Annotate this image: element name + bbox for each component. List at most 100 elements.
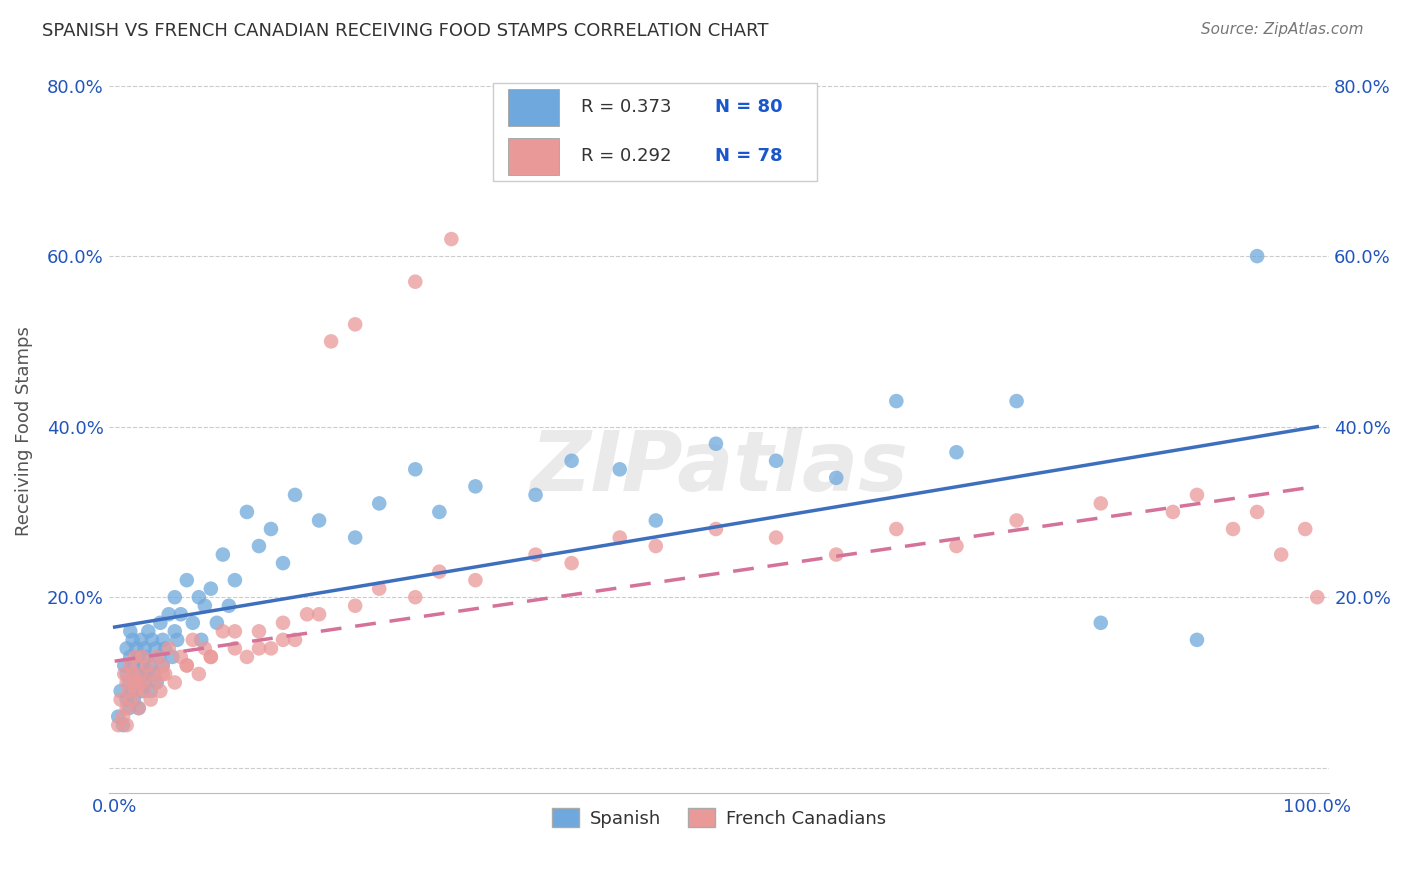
Point bbox=[190, 632, 212, 647]
Point bbox=[134, 641, 156, 656]
Point bbox=[145, 641, 167, 656]
Point bbox=[128, 701, 150, 715]
Point bbox=[1222, 522, 1244, 536]
Y-axis label: Receiving Food Stamps: Receiving Food Stamps bbox=[15, 326, 32, 536]
Point bbox=[176, 658, 198, 673]
Point bbox=[134, 684, 156, 698]
Point bbox=[124, 667, 146, 681]
Point bbox=[128, 701, 150, 715]
Point bbox=[181, 632, 204, 647]
Point bbox=[152, 632, 174, 647]
Text: ZIPatlas: ZIPatlas bbox=[530, 426, 908, 508]
Point bbox=[224, 624, 246, 639]
Point bbox=[121, 684, 143, 698]
Point bbox=[1090, 615, 1112, 630]
Point bbox=[427, 505, 450, 519]
Point bbox=[644, 513, 666, 527]
Point bbox=[825, 471, 848, 485]
Point bbox=[112, 658, 135, 673]
Point bbox=[143, 667, 166, 681]
Point bbox=[121, 667, 143, 681]
Point bbox=[825, 548, 848, 562]
Point bbox=[115, 718, 138, 732]
Point bbox=[212, 548, 235, 562]
Point bbox=[112, 667, 135, 681]
Point bbox=[765, 531, 787, 545]
Point bbox=[236, 505, 259, 519]
Point bbox=[118, 701, 141, 715]
Point bbox=[1306, 591, 1329, 605]
Bar bbox=[508, 88, 560, 127]
Point bbox=[141, 667, 163, 681]
Text: Source: ZipAtlas.com: Source: ZipAtlas.com bbox=[1201, 22, 1364, 37]
Point bbox=[295, 607, 318, 622]
Point bbox=[284, 632, 307, 647]
Point bbox=[886, 394, 908, 409]
Point bbox=[1185, 488, 1208, 502]
Point bbox=[152, 667, 174, 681]
Point bbox=[139, 692, 162, 706]
Point bbox=[344, 531, 367, 545]
Point bbox=[145, 649, 167, 664]
Point bbox=[247, 539, 270, 553]
Point bbox=[115, 701, 138, 715]
Point bbox=[163, 624, 186, 639]
Point bbox=[170, 649, 193, 664]
Point bbox=[163, 675, 186, 690]
Point bbox=[176, 573, 198, 587]
Point bbox=[129, 675, 152, 690]
Point bbox=[200, 582, 222, 596]
Point bbox=[121, 658, 143, 673]
Point bbox=[236, 649, 259, 664]
Point bbox=[561, 454, 583, 468]
Point bbox=[404, 591, 426, 605]
Point bbox=[218, 599, 240, 613]
Point bbox=[319, 334, 342, 349]
Point bbox=[464, 573, 486, 587]
Point bbox=[945, 539, 967, 553]
Point bbox=[143, 675, 166, 690]
Point bbox=[308, 513, 330, 527]
Point bbox=[136, 658, 159, 673]
Point bbox=[187, 591, 209, 605]
Point bbox=[224, 641, 246, 656]
Bar bbox=[508, 137, 560, 175]
Point bbox=[128, 667, 150, 681]
Point bbox=[1270, 548, 1292, 562]
Point bbox=[149, 615, 172, 630]
Point bbox=[128, 649, 150, 664]
Point bbox=[1246, 249, 1268, 263]
Point bbox=[131, 649, 153, 664]
Point bbox=[107, 709, 129, 723]
Point bbox=[118, 684, 141, 698]
Point bbox=[110, 684, 132, 698]
Point bbox=[136, 667, 159, 681]
Point bbox=[187, 667, 209, 681]
Point bbox=[157, 641, 180, 656]
Point bbox=[124, 649, 146, 664]
Point bbox=[115, 692, 138, 706]
Point bbox=[122, 692, 145, 706]
Point bbox=[115, 641, 138, 656]
Point bbox=[120, 658, 142, 673]
Point bbox=[153, 667, 176, 681]
Point bbox=[344, 599, 367, 613]
Point bbox=[132, 658, 155, 673]
Point bbox=[121, 632, 143, 647]
Point bbox=[162, 649, 184, 664]
Point bbox=[404, 275, 426, 289]
Point bbox=[134, 675, 156, 690]
Point bbox=[368, 496, 391, 510]
Point bbox=[1161, 505, 1184, 519]
Point bbox=[115, 667, 138, 681]
Point bbox=[561, 556, 583, 570]
Point bbox=[112, 709, 135, 723]
Point bbox=[344, 318, 367, 332]
Point bbox=[148, 649, 170, 664]
Point bbox=[247, 641, 270, 656]
Point bbox=[115, 675, 138, 690]
Point bbox=[152, 658, 174, 673]
Point bbox=[212, 624, 235, 639]
Point bbox=[149, 684, 172, 698]
Point bbox=[224, 573, 246, 587]
